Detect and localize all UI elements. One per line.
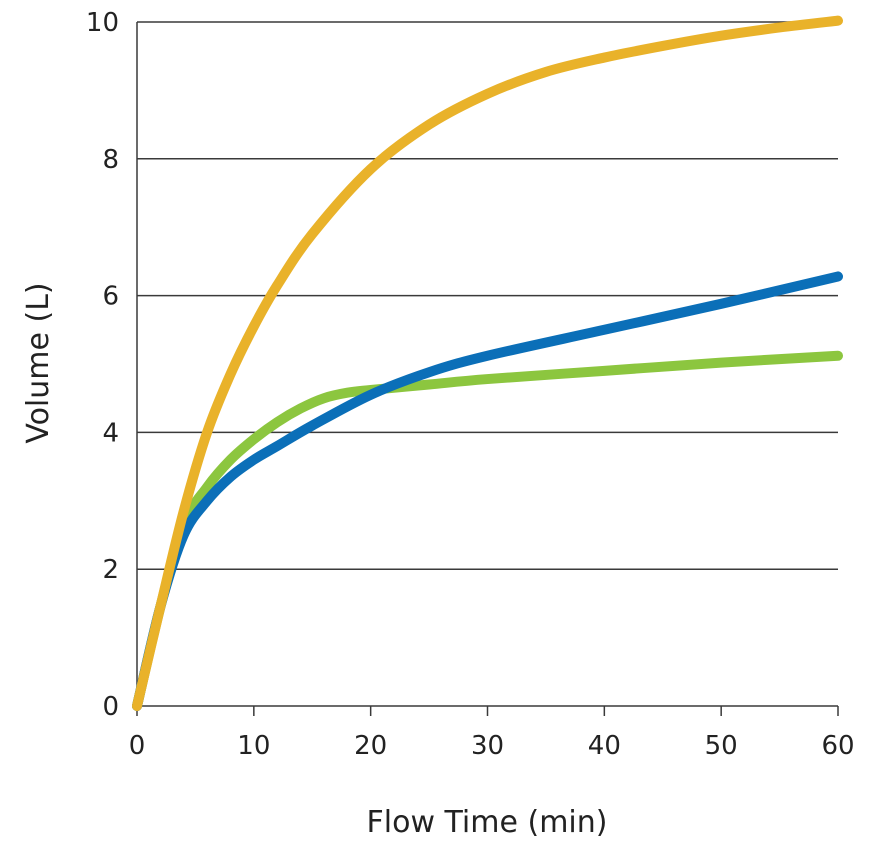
axes [136,22,839,716]
gridlines [137,21,838,570]
series-line-2 [132,271,843,711]
x-tick-label: 10 [237,731,270,761]
y-tick-label: 8 [102,145,119,175]
x-tick-label: 0 [129,731,146,761]
y-tick-label: 4 [102,418,119,448]
x-tick-label: 20 [354,731,387,761]
series-line-3 [132,15,843,711]
y-tick-label: 10 [86,8,119,38]
x-tick-label: 40 [588,731,621,761]
series-line-1 [132,350,843,711]
y-tick-label: 2 [102,555,119,585]
x-tick-label: 30 [471,731,504,761]
x-tick-label: 50 [705,731,738,761]
x-tick-label: 60 [821,731,854,761]
y-tick-label: 0 [102,692,119,722]
tick-labels: 0 2 4 6 8 10 0 10 20 30 40 50 60 [86,8,855,761]
y-tick-label: 6 [102,282,119,312]
y-axis-title: Volume (L) [21,282,56,443]
x-axis-title: Flow Time (min) [367,805,608,840]
series-group [132,15,843,711]
